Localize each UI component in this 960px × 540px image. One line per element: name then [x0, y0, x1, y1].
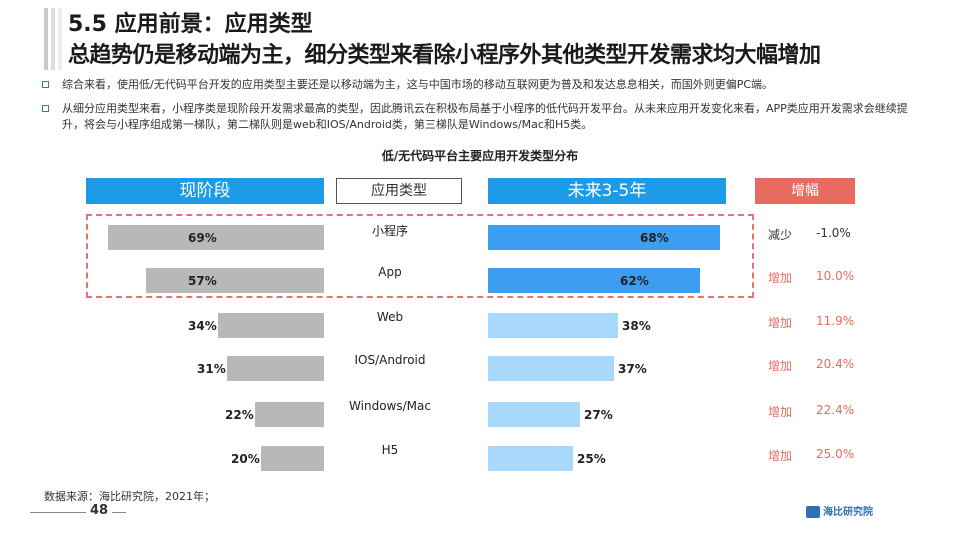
category-label: 小程序	[371, 224, 408, 238]
category-label: H5	[381, 443, 399, 457]
bullet-text: 从细分应用类型来看，小程序类是现阶段开发需求最高的类型，因此腾讯云在积极布局基于…	[62, 102, 908, 131]
bullet-point: 综合来看，使用低/无代码平台开发的应用类型主要还是以移动端为主，这与中国市场的移…	[42, 77, 922, 93]
header-current-stage: 现阶段	[86, 178, 324, 204]
future-bar	[488, 268, 700, 293]
page-number: 48	[86, 503, 113, 518]
category-label: IOS/Android	[354, 353, 426, 367]
future-bar	[488, 225, 720, 250]
change-value: 22.4%	[816, 403, 855, 417]
category-label: Web	[376, 310, 404, 324]
category-label: App	[378, 265, 402, 279]
future-bar	[488, 402, 580, 427]
header-change: 增幅	[755, 178, 855, 204]
future-value-label: 25%	[577, 452, 606, 466]
current-bar	[261, 446, 324, 471]
change-value: 10.0%	[816, 269, 855, 283]
current-bar	[227, 356, 324, 381]
change-value: 25.0%	[816, 447, 855, 461]
change-direction: 增加	[768, 359, 793, 373]
future-value-label: 68%	[640, 231, 669, 245]
change-direction: 增加	[768, 316, 793, 330]
future-bar	[488, 313, 618, 338]
change-direction: 增加	[768, 405, 793, 419]
change-value: -1.0%	[816, 226, 851, 240]
logo-icon	[806, 506, 820, 518]
future-value-label: 38%	[622, 319, 651, 333]
current-bar	[218, 313, 324, 338]
future-value-label: 62%	[620, 274, 649, 288]
change-direction: 增加	[768, 449, 793, 463]
change-direction: 减少	[768, 228, 793, 242]
current-value-label: 20%	[231, 452, 260, 466]
change-direction: 增加	[768, 271, 793, 285]
current-value-label: 69%	[188, 231, 217, 245]
bullet-text: 综合来看，使用低/无代码平台开发的应用类型主要还是以移动端为主，这与中国市场的移…	[62, 78, 774, 91]
footer-divider	[30, 512, 126, 513]
future-value-label: 37%	[618, 362, 647, 376]
change-value: 11.9%	[816, 314, 855, 328]
current-bar	[255, 402, 324, 427]
page-headline: 总趋势仍是移动端为主，细分类型来看除小程序外其他类型开发需求均大幅增加	[68, 43, 821, 68]
section-title: 5.5 应用前景：应用类型	[68, 12, 313, 37]
future-bar	[488, 356, 614, 381]
current-value-label: 31%	[197, 362, 226, 376]
future-bar	[488, 446, 573, 471]
bullet-square-icon	[42, 81, 49, 88]
bullet-square-icon	[42, 105, 49, 112]
title-decoration	[44, 8, 62, 70]
change-value: 20.4%	[816, 357, 855, 371]
category-label: Windows/Mac	[349, 399, 431, 413]
highlight-box	[86, 214, 754, 298]
header-future: 未来3-5年	[488, 178, 726, 204]
current-value-label: 22%	[225, 408, 254, 422]
current-bar	[146, 268, 324, 293]
current-value-label: 57%	[188, 274, 217, 288]
current-value-label: 34%	[188, 319, 217, 333]
chart-title: 低/无代码平台主要应用开发类型分布	[381, 149, 579, 163]
brand-logo: 海比研究院	[806, 503, 873, 518]
future-value-label: 27%	[584, 408, 613, 422]
logo-text: 海比研究院	[823, 507, 873, 518]
bullet-point: 从细分应用类型来看，小程序类是现阶段开发需求最高的类型，因此腾讯云在积极布局基于…	[42, 101, 922, 133]
data-source: 数据来源：海比研究院，2021年；	[44, 490, 215, 503]
header-app-type: 应用类型	[336, 178, 462, 204]
current-bar	[108, 225, 324, 250]
